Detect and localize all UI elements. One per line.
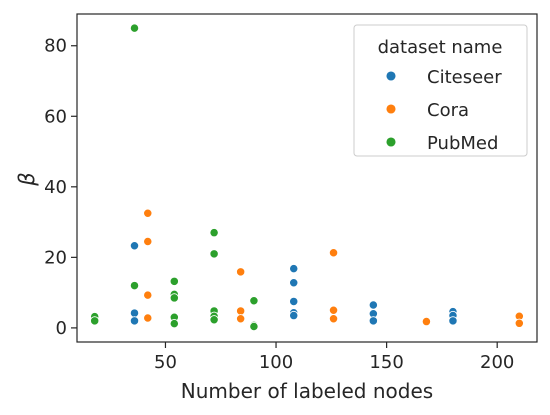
point-cora: [143, 290, 153, 300]
legend-marker-citeseer: [385, 70, 397, 82]
x-tick-label: 50: [154, 352, 177, 373]
point-cora: [236, 314, 246, 324]
point-cora: [328, 248, 339, 258]
legend-title: dataset name: [378, 37, 503, 58]
point-pubmed: [249, 321, 259, 332]
point-citeseer: [368, 316, 378, 326]
plot-area: 50 100 150 200 0 20 40 60 80: [44, 13, 538, 373]
point-cora: [143, 236, 153, 247]
y-tick-label: 60: [44, 106, 67, 127]
point-citeseer: [289, 263, 299, 274]
x-tick-label: 100: [259, 352, 293, 373]
legend-label-citeseer: Citeseer: [427, 67, 502, 88]
point-citeseer: [129, 308, 140, 318]
point-pubmed: [209, 228, 219, 238]
point-pubmed: [90, 316, 100, 326]
x-tick-label: 150: [369, 352, 403, 373]
point-pubmed: [209, 249, 219, 259]
point-pubmed: [129, 23, 140, 33]
y-tick-label: 80: [44, 36, 67, 57]
y-tick-label: 0: [56, 318, 67, 339]
y-ticks: 0 20 40 60 80: [44, 36, 77, 339]
legend-label-cora: Cora: [427, 100, 469, 121]
point-cora: [421, 316, 432, 327]
point-pubmed: [169, 293, 179, 303]
point-citeseer: [448, 316, 458, 326]
point-citeseer: [289, 296, 299, 307]
point-cora: [514, 318, 524, 328]
legend-frame: [353, 24, 528, 157]
point-cora: [143, 208, 153, 218]
point-pubmed: [209, 315, 219, 325]
point-cora: [236, 267, 246, 277]
point-citeseer: [289, 310, 299, 321]
legend-marker-pubmed: [385, 136, 397, 148]
point-cora: [143, 313, 153, 323]
point-citeseer: [368, 300, 378, 310]
point-cora: [236, 306, 246, 316]
y-tick-label: 40: [44, 177, 67, 198]
point-citeseer: [289, 278, 299, 288]
legend-marker-cora: [385, 103, 397, 115]
point-pubmed: [169, 319, 179, 329]
x-axis-label: Number of labeled nodes: [181, 379, 433, 403]
point-pubmed: [129, 280, 140, 291]
legend-label-pubmed: PubMed: [427, 133, 498, 154]
point-citeseer: [129, 316, 140, 326]
data-points: [90, 23, 524, 332]
point-pubmed: [169, 276, 179, 286]
point-cora: [328, 314, 339, 324]
y-axis-label: β: [15, 172, 39, 186]
legend-items: Citeseer Cora PubMed: [385, 67, 502, 154]
x-tick-label: 200: [480, 352, 514, 373]
legend: dataset name Citeseer Cora PubMed: [353, 24, 528, 157]
x-ticks: 50 100 150 200: [154, 342, 514, 373]
point-citeseer: [129, 241, 140, 251]
point-cora: [328, 305, 339, 315]
point-pubmed: [249, 296, 259, 306]
axes-frame: [76, 13, 538, 343]
y-tick-label: 20: [44, 247, 67, 268]
